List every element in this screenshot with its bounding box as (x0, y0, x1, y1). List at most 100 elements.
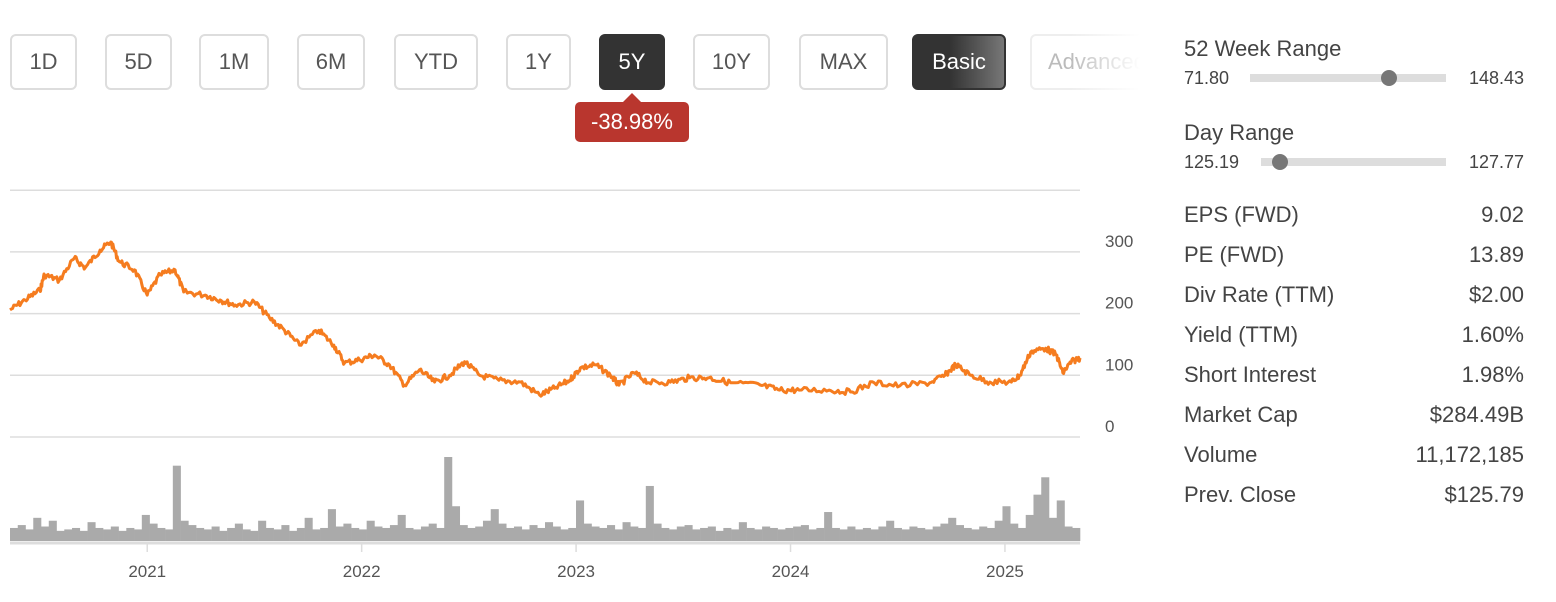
volume-bar (33, 517, 42, 541)
volume-bar (738, 522, 747, 541)
volume-bar (141, 514, 150, 541)
volume-bar (545, 522, 554, 541)
volume-bar (72, 527, 81, 541)
volume-bar (994, 520, 1003, 541)
stat-row: EPS (FWD) 9.02 (1184, 202, 1524, 232)
volume-bar (41, 526, 50, 541)
volume-bar (940, 523, 949, 541)
volume-bar (428, 523, 437, 541)
stat-value: 1.60% (1461, 322, 1524, 347)
range-6m-button[interactable]: 6M (297, 34, 365, 90)
range-ytd-button[interactable]: YTD (394, 34, 478, 90)
volume-bar (103, 529, 112, 541)
volume-bar (808, 529, 817, 541)
stat-label: Prev. Close (1184, 482, 1297, 507)
volume-bar (591, 526, 600, 541)
stat-row: PE (FWD) 13.89 (1184, 242, 1524, 272)
volume-bar (653, 523, 662, 541)
stat-label: Div Rate (TTM) (1184, 282, 1335, 307)
volume-bar (475, 526, 484, 541)
volume-bar (420, 526, 429, 541)
volume-bar (320, 527, 329, 541)
volume-bar (568, 527, 577, 541)
y-tick-label: 300 (1105, 232, 1133, 251)
volume-bar (1072, 527, 1081, 541)
y-tick-label: 100 (1105, 355, 1133, 374)
volume-bar (10, 527, 19, 541)
day-range-min: 125.19 (1184, 152, 1240, 172)
stat-label: PE (FWD) (1184, 242, 1285, 267)
volume-bar (366, 520, 375, 541)
volume-bar (769, 527, 778, 541)
volume-bar (482, 520, 492, 541)
x-tick-label: 2023 (557, 562, 595, 581)
week52-range-bar (1250, 70, 1446, 86)
volume-bar (436, 527, 445, 541)
price-line (9, 240, 1082, 398)
volume-bar (498, 523, 507, 541)
price-chart: 0 100 200 300 2021 2022 2023 2024 2025 (9, 189, 1133, 581)
volume-bar (824, 512, 833, 541)
volume-bar (1017, 527, 1027, 541)
volume-bar (800, 525, 809, 541)
volume-bar (227, 527, 236, 541)
volume-bar (599, 527, 608, 541)
week52-min: 71.80 (1184, 68, 1230, 88)
volume-bar (351, 527, 360, 541)
basic-mode-button[interactable]: Basic (912, 34, 1006, 90)
volume-bar (374, 526, 383, 541)
range-max-button[interactable]: MAX (799, 34, 888, 90)
volume-bar (296, 527, 305, 541)
volume-bar (273, 529, 282, 541)
volume-bar (917, 527, 926, 541)
volume-bar (723, 527, 732, 541)
volume-bar (327, 509, 336, 541)
stat-label: Short Interest (1184, 362, 1317, 387)
volume-bar (839, 529, 848, 541)
stat-value: 9.02 (1481, 202, 1524, 227)
volume-bar (707, 526, 716, 541)
x-tick-label: 2025 (986, 562, 1024, 581)
stat-row: Div Rate (TTM) $2.00 (1184, 282, 1524, 312)
week52-label: 52 Week Range (1184, 36, 1342, 61)
volume-bar (909, 526, 918, 541)
range-1m-button[interactable]: 1M (199, 34, 269, 90)
volume-bar (669, 529, 678, 541)
volume-bar (1064, 526, 1073, 541)
volume-bar (886, 520, 895, 541)
volume-bar (645, 485, 654, 541)
stat-label: EPS (FWD) (1184, 202, 1299, 227)
volume-bar (157, 527, 166, 541)
range-1y-button[interactable]: 1Y (506, 34, 571, 90)
volume-bar (149, 523, 158, 541)
range-5d-button[interactable]: 5D (105, 34, 172, 90)
stat-row: Volume 11,172,185 (1184, 442, 1524, 472)
volume-bar (1002, 506, 1011, 541)
stat-row: Prev. Close $125.79 (1184, 482, 1524, 512)
stat-value: 13.89 (1468, 242, 1524, 267)
volume-bar (490, 509, 499, 541)
volume-bar (793, 526, 802, 541)
volume-bar (816, 527, 825, 541)
volume-bar (196, 527, 205, 541)
volume-bar (64, 529, 73, 541)
volume-bar (746, 527, 755, 541)
volume-bar (211, 526, 220, 541)
volume-bar (56, 530, 65, 541)
volume-bar (358, 529, 367, 541)
volume-bar (521, 529, 530, 541)
volume-bar (389, 525, 398, 541)
volume-bar (622, 522, 631, 541)
range-5y-button[interactable]: 5Y (599, 34, 665, 90)
volume-bar (614, 529, 623, 541)
range-10y-button[interactable]: 10Y (693, 34, 770, 90)
range-1d-button[interactable]: 1D (10, 34, 77, 90)
stat-value: $2.00 (1468, 282, 1524, 307)
stat-row: Short Interest 1.98% (1184, 362, 1524, 392)
volume-bar (661, 527, 670, 541)
volume-bar (79, 530, 88, 541)
volume-bar (513, 526, 523, 541)
volume-bar (932, 526, 941, 541)
volume-bar (924, 529, 933, 541)
volume-bar (242, 529, 251, 541)
